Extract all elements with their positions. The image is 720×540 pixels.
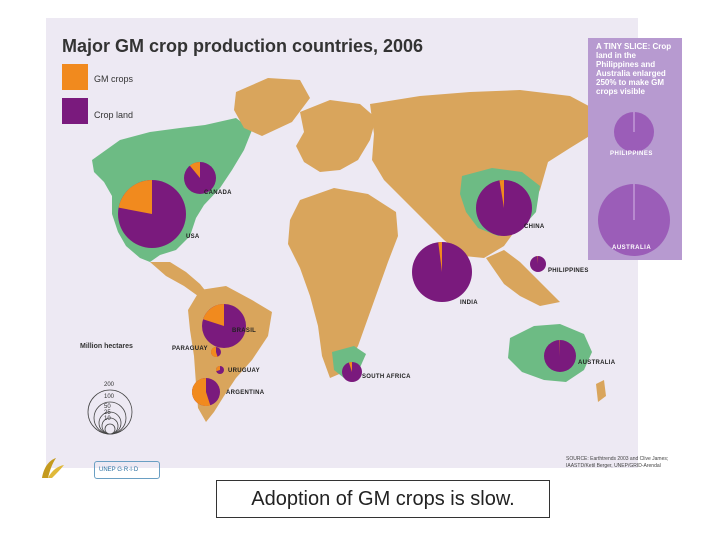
grid-logo-text: UNEP G·R·I·D [99, 467, 139, 473]
scale-tick-50: 50 [104, 404, 111, 410]
pie-argentina [192, 378, 220, 406]
scale-tick-10: 10 [104, 416, 111, 422]
country-label-india: INDIA [460, 300, 478, 306]
gm-slice-philippines [537, 256, 538, 264]
inset-panel: A TINY SLICE: Crop land in the Philippin… [588, 38, 682, 260]
pie-usa [118, 180, 186, 248]
caption-text: Adoption of GM crops is slow. [251, 487, 515, 510]
gm-slice-paraguay [211, 347, 218, 357]
scale-circle-10 [104, 423, 116, 435]
legend-crop-swatch [62, 98, 88, 124]
pie-india [412, 242, 472, 302]
country-label-argentina: ARGENTINA [226, 390, 265, 396]
pie-china [476, 180, 532, 236]
landmass-southeast-asia [486, 250, 560, 306]
source-note: SOURCE: Earthtrends 2003 and Clive James… [566, 456, 669, 469]
gm-slice-uruguay [216, 366, 220, 372]
gm-slice-china [499, 180, 504, 208]
pie-layer [118, 162, 576, 406]
gm-slice-brasil [203, 304, 224, 326]
landmass-africa [288, 188, 398, 378]
legend-crop-label: Crop land [94, 110, 134, 120]
map-title: Major GM crop production countries, 2006 [62, 36, 424, 56]
pie-brasil [202, 304, 246, 348]
country-label-brasil: BRASIL [232, 328, 257, 334]
country-label-china: CHINA [524, 224, 545, 230]
inset-pies [598, 112, 670, 256]
gm-slice-usa [118, 180, 152, 214]
pie-australia [544, 340, 576, 372]
country-label-paraguay: PARAGUAY [172, 346, 208, 352]
gm-slice-argentina [192, 378, 211, 406]
pie-philippines [530, 256, 546, 272]
iaastd-logo [42, 458, 64, 478]
gm-slice-india [438, 242, 442, 272]
gm-slice-south-africa [348, 362, 352, 372]
leaf-icon [42, 458, 56, 478]
landmass-central-america [150, 262, 208, 296]
legend-gm-label: GM crops [94, 74, 134, 84]
scale-label: Million hectares [80, 343, 133, 350]
gm-slice-canada [189, 162, 200, 178]
grid-logo: UNEP G·R·I·D [94, 461, 160, 479]
country-label-south-africa: SOUTH AFRICA [362, 374, 411, 380]
landmass-europe [296, 100, 376, 172]
pie-south-africa [342, 362, 362, 382]
country-label-australia: AUSTRALIA [578, 360, 616, 366]
country-label-usa: USA [186, 234, 200, 240]
landmass-new-zealand [596, 380, 606, 402]
pie-canada [184, 162, 216, 194]
landmass-greenland [234, 78, 310, 136]
country-label-canada: CANADA [204, 190, 232, 196]
inset-text: A TINY SLICE: Crop land in the Philippin… [596, 42, 672, 96]
inset-australia-label: AUSTRALIA [612, 245, 652, 251]
scale-tick-100: 100 [104, 394, 115, 400]
country-label-philippines: PHILIPPINES [548, 268, 589, 274]
scale-circles [87, 389, 133, 435]
country-label-uruguay: URUGUAY [228, 368, 260, 374]
leaf-icon-2 [48, 465, 64, 478]
slide-caption: Adoption of GM crops is slow. [216, 480, 550, 518]
scale-tick-25: 25 [104, 410, 111, 416]
scale-tick-200: 200 [104, 382, 115, 388]
pie-uruguay [216, 366, 224, 374]
legend-gm-swatch [62, 64, 88, 90]
pie-paraguay [211, 347, 221, 357]
inset-philippines-label: PHILIPPINES [610, 151, 653, 157]
